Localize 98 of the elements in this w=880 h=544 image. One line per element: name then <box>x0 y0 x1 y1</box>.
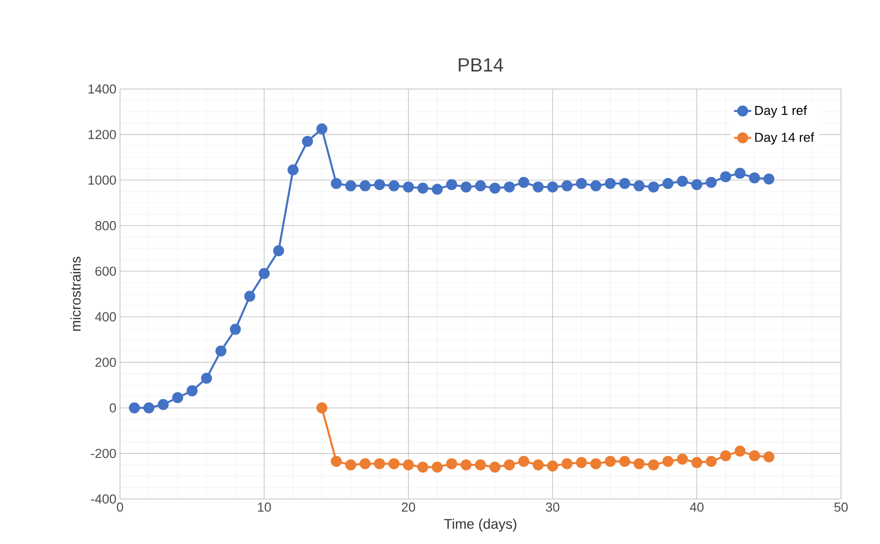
legend-label: Day 14 ref <box>755 132 814 145</box>
point <box>518 456 530 467</box>
point <box>562 458 573 470</box>
y-tick-label: 600 <box>95 266 116 276</box>
point <box>763 451 774 462</box>
point <box>576 457 587 468</box>
point <box>619 178 630 190</box>
point <box>748 172 760 184</box>
point <box>143 402 154 414</box>
point <box>691 457 702 468</box>
point <box>648 459 660 470</box>
point <box>446 458 458 470</box>
point <box>734 446 746 457</box>
point <box>316 402 328 414</box>
point <box>460 459 472 470</box>
point <box>360 180 371 192</box>
point <box>244 290 256 302</box>
point <box>590 180 602 192</box>
point <box>590 458 602 470</box>
y-tick-label: 1200 <box>88 130 116 140</box>
y-tick-label: 200 <box>95 358 116 367</box>
point <box>489 182 500 194</box>
point <box>576 178 587 190</box>
point <box>662 456 674 467</box>
point <box>691 179 702 190</box>
point <box>720 171 732 182</box>
y-axis-title: microstrains <box>70 256 81 331</box>
point <box>446 179 458 190</box>
point <box>489 462 500 473</box>
point <box>475 180 486 192</box>
point <box>532 181 544 192</box>
point <box>402 459 414 470</box>
y-tick-label: 1000 <box>88 176 116 185</box>
point <box>432 184 443 195</box>
y-tick-label: -200 <box>91 448 116 458</box>
point <box>518 176 530 188</box>
point <box>345 180 356 192</box>
point <box>374 458 386 470</box>
point <box>215 345 226 356</box>
point <box>547 181 558 192</box>
point <box>763 173 774 184</box>
x-tick-label: 50 <box>834 502 848 512</box>
point <box>128 402 140 414</box>
point <box>432 462 443 473</box>
point <box>388 180 400 192</box>
y-tick-label: 0 <box>110 403 116 412</box>
point <box>417 182 428 194</box>
point <box>532 459 544 470</box>
point <box>604 456 616 467</box>
point <box>316 123 328 134</box>
x-tick-label: 0 <box>116 502 124 512</box>
y-tick-label: -400 <box>91 494 116 504</box>
chart-title: PB14 <box>458 58 504 72</box>
y-tick-label: 1400 <box>88 84 116 94</box>
point <box>648 181 660 192</box>
point <box>273 245 284 256</box>
point <box>230 324 241 335</box>
point <box>634 458 645 470</box>
point <box>706 176 717 188</box>
point <box>288 164 299 176</box>
point <box>302 136 313 147</box>
point <box>734 168 746 179</box>
point <box>460 181 472 192</box>
point <box>330 178 342 190</box>
point <box>662 178 674 190</box>
point <box>676 176 688 187</box>
x-tick-label: 20 <box>402 502 416 512</box>
y-tick-label: 800 <box>95 221 116 230</box>
point <box>562 180 573 192</box>
point <box>201 372 212 384</box>
x-tick-label: 10 <box>258 502 271 512</box>
point <box>330 456 342 467</box>
point <box>345 459 356 470</box>
point <box>619 456 630 467</box>
point <box>547 460 558 472</box>
point <box>676 454 688 465</box>
x-axis-title: Time (days) <box>444 518 516 532</box>
point <box>186 385 198 396</box>
point <box>748 450 760 462</box>
legend-label: Day 1 ref <box>755 105 807 118</box>
point <box>158 398 169 410</box>
point <box>604 178 616 190</box>
point <box>504 181 515 192</box>
point <box>634 180 645 192</box>
point <box>388 458 400 470</box>
point <box>504 459 515 470</box>
point <box>258 268 270 279</box>
x-tick-label: 40 <box>690 502 704 512</box>
point <box>172 392 184 404</box>
point <box>402 181 414 192</box>
point <box>374 179 386 190</box>
point <box>706 456 717 467</box>
point <box>417 462 428 473</box>
point <box>720 450 732 462</box>
y-tick-label: 400 <box>95 312 116 322</box>
x-tick-label: 30 <box>546 502 560 512</box>
point <box>360 458 371 470</box>
point <box>475 459 486 470</box>
